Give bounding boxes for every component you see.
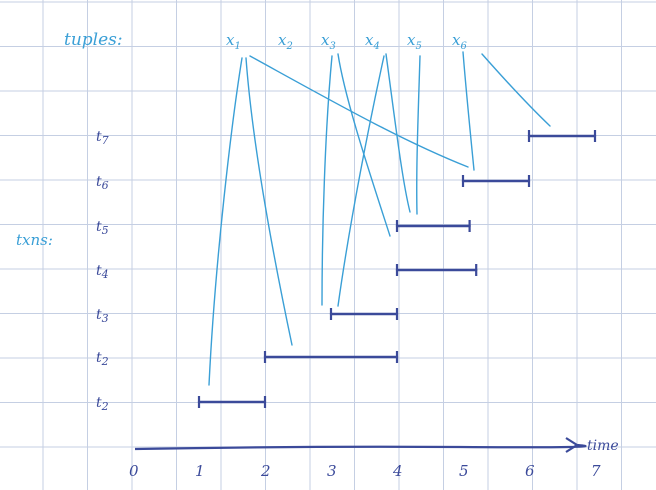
transaction-label-t2: t2 [96,395,109,413]
transaction-label-t3: t3 [96,307,109,325]
link-curve-9 [462,51,475,171]
time-axis-line [134,443,587,451]
time-tick-3: 3 [327,462,337,480]
time-tick-7: 7 [591,462,601,480]
transaction-label-t7: t7 [96,129,109,147]
link-curve-4 [321,55,333,306]
transaction-label-t4: t4 [96,263,109,281]
link-curve-3 [249,55,469,168]
transaction-labels: t7 t6 t5 t4 t3 t2 t2 [96,129,109,413]
transaction-label-t5: t5 [96,219,109,237]
link-curve-2 [245,57,293,346]
link-curve-7 [385,53,411,213]
tuple-to-transaction-links [208,51,551,386]
transaction-label-t2: t2 [96,350,109,368]
time-tick-1: 1 [195,462,205,480]
link-curve-10 [481,53,551,127]
link-curve-5 [337,53,391,237]
tuple-label-x2: x2 [278,31,293,52]
link-curve-1 [208,57,243,386]
tuples-heading: tuples: [64,30,123,50]
tuple-label-x6: x6 [452,31,467,52]
link-curve-8 [416,55,421,215]
tuple-label-x5: x5 [407,31,422,52]
tuple-labels: x1 x2 x3 x4 x5 x6 [226,31,467,52]
time-axis-arrowhead [565,437,580,453]
time-tick-4: 4 [392,462,403,480]
time-tick-2: 2 [260,462,271,480]
time-tick-0: 0 [129,462,139,480]
tuple-label-x1: x1 [226,31,241,52]
time-tick-5: 5 [459,462,469,480]
tuple-label-x4: x4 [365,31,380,52]
time-axis-label: time [587,438,619,454]
time-tick-labels: 0 1 2 3 4 5 6 7 [129,462,601,480]
txns-heading: txns: [16,231,53,249]
tuple-label-x3: x3 [321,31,336,52]
time-tick-6: 6 [525,462,535,480]
link-curve-6 [337,55,385,307]
time-axis: time [134,437,619,454]
transaction-label-t6: t6 [96,174,109,192]
transaction-intervals [197,130,597,408]
